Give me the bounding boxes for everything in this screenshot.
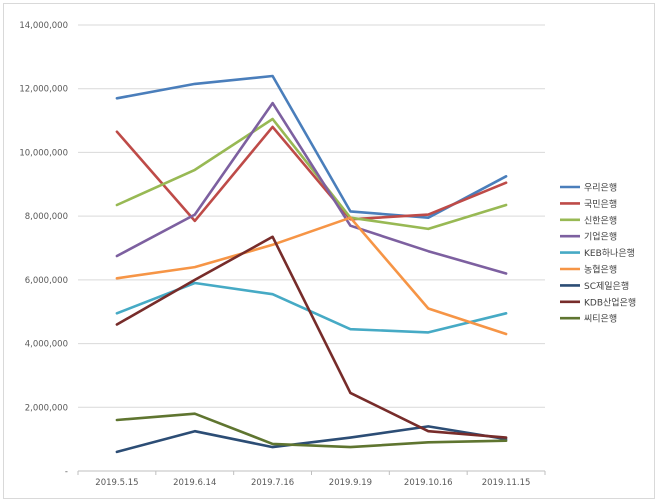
legend-item: 국민은행 (560, 198, 617, 210)
data-point (116, 204, 118, 206)
x-tick-label: 2019.10.16 (404, 478, 453, 488)
data-point (193, 169, 196, 171)
legend-item: KDB산업은행 (560, 296, 636, 308)
series-line-6 (115, 425, 508, 454)
y-tick-label: 12,000,000 (19, 85, 68, 95)
data-point (271, 293, 274, 295)
data-point (193, 282, 196, 284)
legend-item: 신한은행 (560, 214, 617, 226)
data-point (427, 250, 430, 252)
data-point (193, 83, 196, 85)
x-tick-label: 2019.5.15 (95, 478, 138, 488)
legend-item: SC제일은행 (560, 280, 629, 292)
axes: - 2,000,000 4,000,000 6,000,000 8,000,000 10,… (19, 21, 546, 488)
data-point (427, 216, 430, 219)
legend-label: KDB산업은행 (584, 296, 636, 308)
legend-label: 농협은행 (584, 264, 617, 276)
data-point (193, 213, 196, 216)
legend-label: 우리은행 (584, 182, 617, 194)
data-point (505, 272, 507, 275)
data-point (116, 312, 118, 315)
series-line-8 (115, 412, 508, 449)
series-line-2 (115, 117, 508, 231)
data-point (271, 446, 274, 448)
x-tick-label: 2019.7.16 (251, 478, 294, 488)
data-point (349, 436, 352, 439)
data-point (349, 446, 352, 448)
series-line-7 (115, 235, 508, 439)
data-point (116, 130, 118, 133)
legend-item: 우리은행 (560, 182, 617, 194)
x-tick-label: 2019.9.19 (329, 478, 372, 488)
series-line-0 (115, 74, 508, 219)
data-point (271, 118, 274, 120)
legend-label: KEB하나은행 (584, 247, 635, 259)
data-point (116, 97, 118, 100)
legend-item: 씨티은행 (560, 313, 617, 325)
legend-item: 농협은행 (560, 264, 617, 276)
y-tick-label: 8,000,000 (25, 212, 68, 222)
data-point (505, 333, 507, 335)
legend-label: SC제일은행 (584, 280, 629, 292)
data-point (193, 279, 196, 281)
data-point (427, 307, 430, 310)
data-point (505, 204, 507, 206)
y-tick-label: 6,000,000 (25, 276, 68, 286)
data-point (116, 451, 118, 453)
data-point (505, 181, 507, 184)
series-line-3 (115, 101, 508, 275)
data-point (505, 312, 507, 315)
data-point (271, 236, 274, 238)
legend-label: 씨티은행 (584, 313, 617, 325)
data-point (349, 216, 352, 219)
x-tick-label: 2019.11.15 (482, 478, 531, 488)
legend-label: 신한은행 (584, 214, 617, 226)
legend-item: KEB하나은행 (560, 247, 635, 259)
data-point (349, 392, 352, 394)
data-point (505, 439, 507, 442)
data-point (505, 436, 507, 439)
chart-frame (3, 3, 655, 499)
y-tick-label: 2,000,000 (25, 403, 68, 413)
data-point (427, 331, 430, 334)
data-point (427, 213, 430, 216)
series-line-5 (115, 216, 508, 336)
data-point (349, 328, 352, 331)
y-tick-label: 14,000,000 (19, 21, 68, 31)
data-point (271, 244, 274, 246)
legend-label: 기업은행 (584, 231, 617, 243)
data-point (116, 277, 118, 280)
series-line-1 (115, 125, 508, 223)
data-point (349, 224, 352, 227)
data-point (427, 430, 430, 432)
y-tick-label: 10,000,000 (19, 148, 68, 158)
data-point (271, 102, 274, 104)
legend-item: 기업은행 (560, 231, 617, 243)
data-point (271, 126, 274, 128)
series-lines (115, 74, 508, 454)
data-point (116, 255, 118, 257)
data-point (116, 323, 118, 326)
data-point (349, 210, 352, 213)
legend-label: 국민은행 (584, 198, 617, 210)
data-point (116, 419, 118, 421)
data-point (271, 443, 274, 445)
y-tick-label: 4,000,000 (25, 340, 68, 350)
data-point (193, 412, 196, 415)
data-point (505, 175, 507, 178)
data-point (193, 220, 196, 222)
data-point (193, 266, 196, 268)
y-tick-label: - (65, 467, 68, 477)
data-point (193, 430, 196, 432)
data-point (427, 441, 430, 444)
x-tick-label: 2019.6.14 (173, 478, 216, 488)
data-point (427, 425, 430, 428)
data-point (271, 75, 274, 77)
data-point (427, 228, 430, 230)
